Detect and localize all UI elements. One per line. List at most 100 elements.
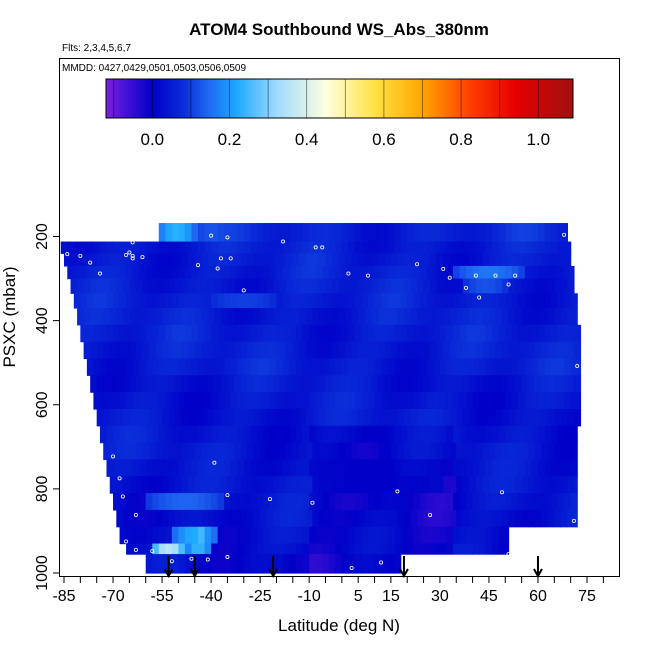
heatmap-cell: [273, 253, 281, 267]
heatmap-cell: [279, 509, 287, 528]
heatmap-cell: [142, 408, 150, 427]
heatmap-cell: [214, 442, 222, 461]
heatmap-cell: [315, 358, 323, 376]
heatmap-cell: [466, 425, 474, 444]
heatmap-cell: [315, 493, 323, 511]
heatmap-cell: [400, 293, 408, 309]
heatmap-cell: [446, 241, 454, 254]
heatmap-cell: [168, 509, 176, 528]
heatmap-cell: [439, 425, 448, 444]
heatmap-cell: [403, 442, 412, 461]
heatmap-cell: [361, 459, 369, 477]
heatmap-cell: [119, 392, 127, 410]
heatmap-cell: [175, 476, 183, 494]
heatmap-cell: [387, 265, 395, 280]
heatmap-cell: [243, 265, 251, 280]
heatmap-cell: [122, 408, 130, 427]
heatmap-cell: [126, 324, 134, 343]
heatmap-cell: [214, 408, 222, 427]
heatmap-cell: [165, 241, 173, 254]
heatmap-cell: [410, 341, 418, 360]
heatmap-cell: [534, 408, 542, 427]
heatmap-cell: [217, 392, 225, 410]
heatmap-cell: [492, 223, 500, 243]
heatmap-cell: [233, 341, 242, 360]
heatmap-cell: [547, 375, 555, 393]
sample-point: [124, 253, 129, 258]
heatmap-cell: [305, 476, 314, 494]
heatmap-cell: [93, 392, 101, 410]
sample-point: [477, 295, 482, 300]
heatmap-cell: [518, 223, 526, 243]
heatmap-cell: [495, 253, 503, 267]
heatmap-cell: [354, 293, 363, 309]
heatmap-cell: [439, 358, 448, 376]
heatmap-cell: [184, 324, 193, 343]
heatmap-cell: [152, 324, 160, 343]
heatmap-cell: [390, 278, 399, 294]
heatmap-cell: [508, 341, 516, 360]
heatmap-cell: [168, 278, 176, 294]
heatmap-cell: [247, 509, 255, 528]
heatmap-cell: [351, 253, 359, 267]
heatmap-cell: [292, 408, 300, 427]
heatmap-cell: [122, 308, 130, 326]
heatmap-cell: [250, 554, 258, 574]
heatmap-cell: [181, 308, 189, 326]
sample-point: [218, 256, 223, 261]
heatmap-cell: [253, 278, 261, 294]
heatmap-cell: [224, 459, 232, 477]
heatmap-cell: [198, 425, 206, 444]
heatmap-cell: [348, 265, 356, 280]
heatmap-cell: [165, 543, 173, 555]
heatmap-cell: [299, 509, 307, 528]
heatmap-cell: [341, 459, 349, 477]
heatmap-cell: [420, 526, 428, 545]
heatmap-cell: [129, 408, 137, 427]
heatmap-cell: [524, 293, 533, 309]
heatmap-cell: [544, 265, 552, 280]
sample-point: [267, 496, 272, 501]
heatmap-cell: [253, 408, 261, 427]
heatmap-cell: [567, 375, 575, 393]
heatmap-cell: [184, 554, 193, 574]
heatmap-cell: [279, 253, 287, 267]
heatmap-cell: [152, 493, 160, 511]
heatmap-cell: [103, 308, 111, 326]
heatmap-cell: [233, 253, 242, 267]
heatmap-cell: [459, 358, 467, 376]
heatmap-cell: [99, 425, 108, 444]
heatmap-cell: [155, 341, 163, 360]
heatmap-cell: [534, 442, 542, 461]
heatmap-cell: [286, 509, 294, 528]
heatmap-cell: [269, 324, 278, 343]
heatmap-cell: [381, 493, 389, 511]
heatmap-cell: [266, 442, 274, 461]
heatmap-cell: [485, 425, 493, 444]
heatmap-cell: [502, 509, 510, 528]
heatmap-cell: [354, 459, 363, 477]
x-tick-label: 75: [578, 588, 596, 605]
x-tick-label: 15: [382, 588, 400, 605]
heatmap-cell: [162, 509, 170, 528]
heatmap-cell: [318, 509, 327, 528]
heatmap-cell: [119, 358, 127, 376]
heatmap-cell: [485, 265, 493, 280]
heatmap-cell: [132, 526, 140, 545]
heatmap-cell: [345, 442, 353, 461]
heatmap-cell: [367, 392, 376, 410]
heatmap-cell: [276, 265, 284, 280]
heatmap-cell: [449, 408, 457, 427]
heatmap-cell: [129, 442, 137, 461]
heatmap-cell: [328, 241, 336, 254]
heatmap-cell: [479, 392, 487, 410]
heatmap-cell: [413, 493, 421, 511]
heatmap-cell: [466, 543, 474, 555]
heatmap-cell: [508, 375, 516, 393]
heatmap-cell: [305, 308, 314, 326]
heatmap-cell: [322, 265, 330, 280]
heatmap-cell: [443, 308, 451, 326]
heatmap-cell: [266, 375, 274, 393]
heatmap-cell: [534, 308, 542, 326]
heatmap-cell: [227, 509, 235, 528]
